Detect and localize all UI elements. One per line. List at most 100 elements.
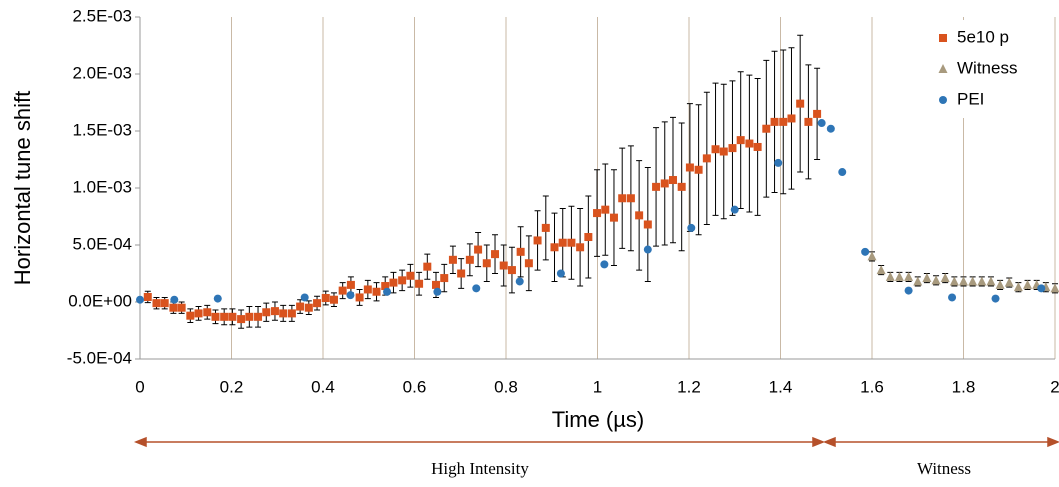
x-tick-label: 0.4 bbox=[311, 377, 335, 396]
marker bbox=[389, 278, 398, 287]
marker bbox=[558, 238, 567, 247]
marker bbox=[977, 276, 987, 286]
marker bbox=[329, 295, 338, 304]
marker bbox=[143, 292, 152, 301]
marker bbox=[1037, 284, 1046, 293]
x-tick-label: 0 bbox=[135, 377, 144, 396]
marker bbox=[213, 294, 222, 303]
marker bbox=[491, 250, 500, 259]
x-tick-label: 1 bbox=[593, 377, 602, 396]
marker bbox=[415, 279, 424, 288]
marker bbox=[939, 34, 947, 42]
marker bbox=[482, 259, 491, 268]
y-tick-label: 5.0E-04 bbox=[72, 234, 132, 253]
marker bbox=[300, 293, 309, 302]
marker bbox=[381, 282, 390, 291]
marker bbox=[736, 136, 745, 145]
x-tick-label: 1.4 bbox=[769, 377, 793, 396]
marker bbox=[194, 309, 203, 318]
marker bbox=[524, 259, 533, 268]
marker bbox=[346, 280, 355, 289]
marker bbox=[177, 303, 186, 312]
marker bbox=[472, 284, 481, 293]
marker bbox=[922, 273, 932, 283]
marker bbox=[398, 276, 407, 285]
marker bbox=[948, 293, 957, 302]
marker bbox=[203, 308, 212, 317]
marker bbox=[448, 255, 457, 264]
series bbox=[136, 119, 1046, 304]
marker bbox=[346, 291, 355, 300]
marker bbox=[867, 251, 877, 261]
marker bbox=[440, 274, 449, 283]
marker bbox=[338, 286, 347, 295]
marker bbox=[668, 176, 677, 185]
marker bbox=[186, 311, 195, 320]
marker bbox=[160, 299, 169, 308]
annotation: Witness bbox=[917, 459, 971, 478]
marker bbox=[813, 109, 822, 118]
marker bbox=[321, 294, 330, 303]
marker bbox=[959, 276, 968, 286]
marker bbox=[677, 182, 686, 191]
marker bbox=[567, 238, 576, 247]
marker bbox=[515, 277, 524, 286]
marker bbox=[838, 168, 847, 177]
marker bbox=[938, 64, 948, 73]
marker bbox=[601, 205, 610, 214]
marker bbox=[170, 295, 179, 304]
marker bbox=[433, 287, 442, 296]
marker bbox=[533, 236, 542, 245]
marker bbox=[904, 271, 914, 281]
legend-label: PEI bbox=[957, 89, 984, 108]
x-tick-label: 0.8 bbox=[494, 377, 518, 396]
marker bbox=[245, 312, 254, 321]
marker bbox=[826, 124, 835, 133]
marker bbox=[885, 271, 895, 281]
marker bbox=[507, 266, 516, 275]
marker bbox=[406, 271, 415, 280]
marker bbox=[1023, 279, 1033, 289]
marker bbox=[465, 255, 474, 264]
marker bbox=[287, 309, 296, 318]
marker bbox=[949, 276, 959, 286]
marker bbox=[931, 275, 941, 285]
marker bbox=[1013, 282, 1023, 292]
marker bbox=[643, 220, 652, 229]
marker bbox=[913, 276, 923, 286]
marker bbox=[541, 223, 550, 232]
marker bbox=[262, 308, 271, 317]
marker bbox=[211, 312, 220, 321]
marker bbox=[237, 315, 246, 324]
marker bbox=[876, 265, 886, 275]
y-tick-label: 0.0E+00 bbox=[68, 291, 132, 310]
marker bbox=[457, 269, 466, 278]
marker bbox=[576, 243, 585, 252]
marker bbox=[904, 286, 913, 295]
marker bbox=[313, 299, 322, 308]
marker bbox=[304, 303, 313, 312]
x-tick-label: 1.8 bbox=[952, 377, 976, 396]
marker bbox=[804, 117, 813, 126]
marker bbox=[730, 205, 739, 214]
marker bbox=[939, 96, 947, 104]
marker bbox=[861, 247, 870, 256]
marker bbox=[702, 154, 711, 163]
x-tick-label: 0.2 bbox=[220, 377, 244, 396]
x-tick-label: 2 bbox=[1050, 377, 1059, 396]
marker bbox=[169, 303, 178, 312]
marker bbox=[986, 276, 996, 286]
series bbox=[143, 34, 822, 329]
marker bbox=[660, 179, 669, 188]
marker bbox=[550, 243, 559, 252]
marker bbox=[136, 295, 144, 304]
marker bbox=[635, 211, 644, 220]
marker bbox=[499, 261, 508, 270]
marker bbox=[991, 294, 1000, 303]
marker bbox=[894, 271, 904, 281]
marker bbox=[779, 117, 788, 126]
marker bbox=[220, 312, 229, 321]
marker bbox=[618, 194, 627, 203]
marker bbox=[228, 312, 237, 321]
marker bbox=[753, 142, 762, 151]
